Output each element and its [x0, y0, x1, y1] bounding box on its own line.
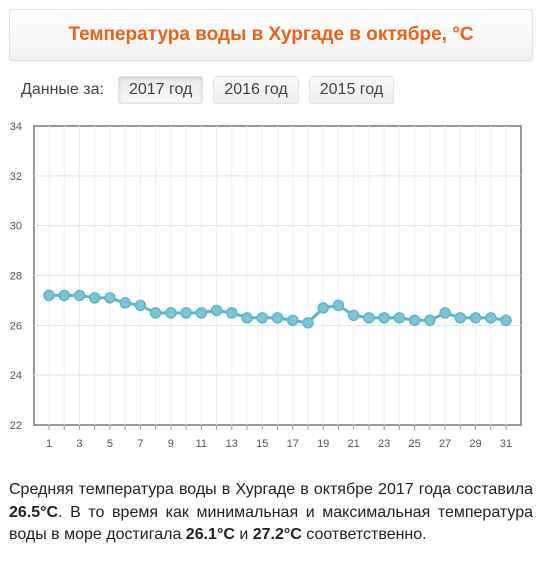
- temperature-summary: Средняя температура воды в Хургаде в окт…: [9, 479, 533, 547]
- year-2015-button[interactable]: 2015 год: [308, 76, 395, 104]
- data-point: [119, 297, 131, 309]
- year-selector: Данные за: 2017 год 2016 год 2015 год: [21, 75, 404, 105]
- data-point: [43, 289, 55, 302]
- x-tick-label: 21: [348, 438, 360, 450]
- summary-text-2: . В то время как минимальная и максималь…: [9, 503, 533, 544]
- x-tick-label: 27: [439, 438, 451, 450]
- data-point: [104, 292, 116, 304]
- x-tick-label: 9: [168, 438, 174, 450]
- average-temperature: 26.5°C: [9, 503, 59, 521]
- data-point: [408, 314, 421, 327]
- x-tick-label: 11: [196, 438, 207, 450]
- data-point: [256, 312, 269, 324]
- data-point: [485, 312, 497, 324]
- data-point: [393, 312, 406, 324]
- data-point: [332, 299, 345, 312]
- y-tick-label: 32: [10, 171, 22, 183]
- x-tick-label: 15: [256, 438, 268, 450]
- x-tick-label: 7: [137, 438, 143, 450]
- page-title: Температура воды в Хургаде в октябре, °C: [68, 24, 474, 45]
- data-point: [271, 312, 284, 324]
- data-point: [302, 317, 314, 329]
- data-point: [469, 312, 482, 324]
- data-point: [134, 299, 147, 312]
- summary-text-1: Средняя температура воды в Хургаде в окт…: [9, 481, 533, 498]
- data-point: [210, 304, 223, 317]
- x-tick-label: 13: [226, 438, 238, 450]
- year-2016-button[interactable]: 2016 год: [213, 76, 299, 104]
- y-tick-label: 22: [10, 420, 22, 432]
- data-point: [363, 312, 375, 324]
- data-point: [88, 292, 101, 304]
- data-point: [149, 307, 162, 319]
- data-point: [500, 314, 512, 327]
- y-tick-label: 24: [10, 370, 22, 382]
- x-tick-label: 5: [107, 438, 113, 450]
- data-point: [73, 289, 86, 302]
- data-point: [454, 312, 467, 324]
- x-tick-label: 3: [76, 438, 82, 450]
- x-tick-label: 25: [408, 438, 420, 450]
- y-tick-label: 28: [10, 271, 22, 283]
- x-tick-label: 17: [287, 438, 299, 450]
- data-point: [226, 307, 238, 319]
- data-point: [439, 307, 451, 319]
- x-tick-label: 23: [378, 438, 390, 450]
- x-tick-label: 29: [469, 438, 481, 450]
- title-bar: Температура воды в Хургаде в октябре, °C: [9, 9, 533, 61]
- x-tick-label: 1: [46, 438, 52, 450]
- year-2017-button[interactable]: 2017 год: [117, 76, 204, 104]
- data-point: [241, 312, 253, 324]
- data-point: [317, 302, 329, 314]
- y-tick-label: 26: [10, 320, 22, 332]
- data-point: [347, 309, 360, 322]
- data-point: [180, 307, 192, 319]
- data-point: [424, 314, 436, 327]
- maximum-temperature: 27.2°C: [252, 526, 302, 543]
- data-point: [378, 312, 390, 324]
- x-tick-label: 19: [317, 438, 329, 450]
- minimum-temperature: 26.1°C: [185, 526, 235, 543]
- x-tick-label: 31: [500, 438, 512, 450]
- y-tick-label: 34: [10, 121, 22, 133]
- y-tick-label: 30: [10, 221, 22, 233]
- summary-text-3: и: [234, 526, 253, 543]
- data-point: [286, 314, 299, 327]
- data-point: [58, 289, 70, 302]
- summary-text-4: соответственно.: [301, 526, 427, 543]
- year-selector-label: Данные за:: [21, 81, 104, 98]
- data-point: [195, 307, 208, 319]
- data-point: [165, 307, 177, 319]
